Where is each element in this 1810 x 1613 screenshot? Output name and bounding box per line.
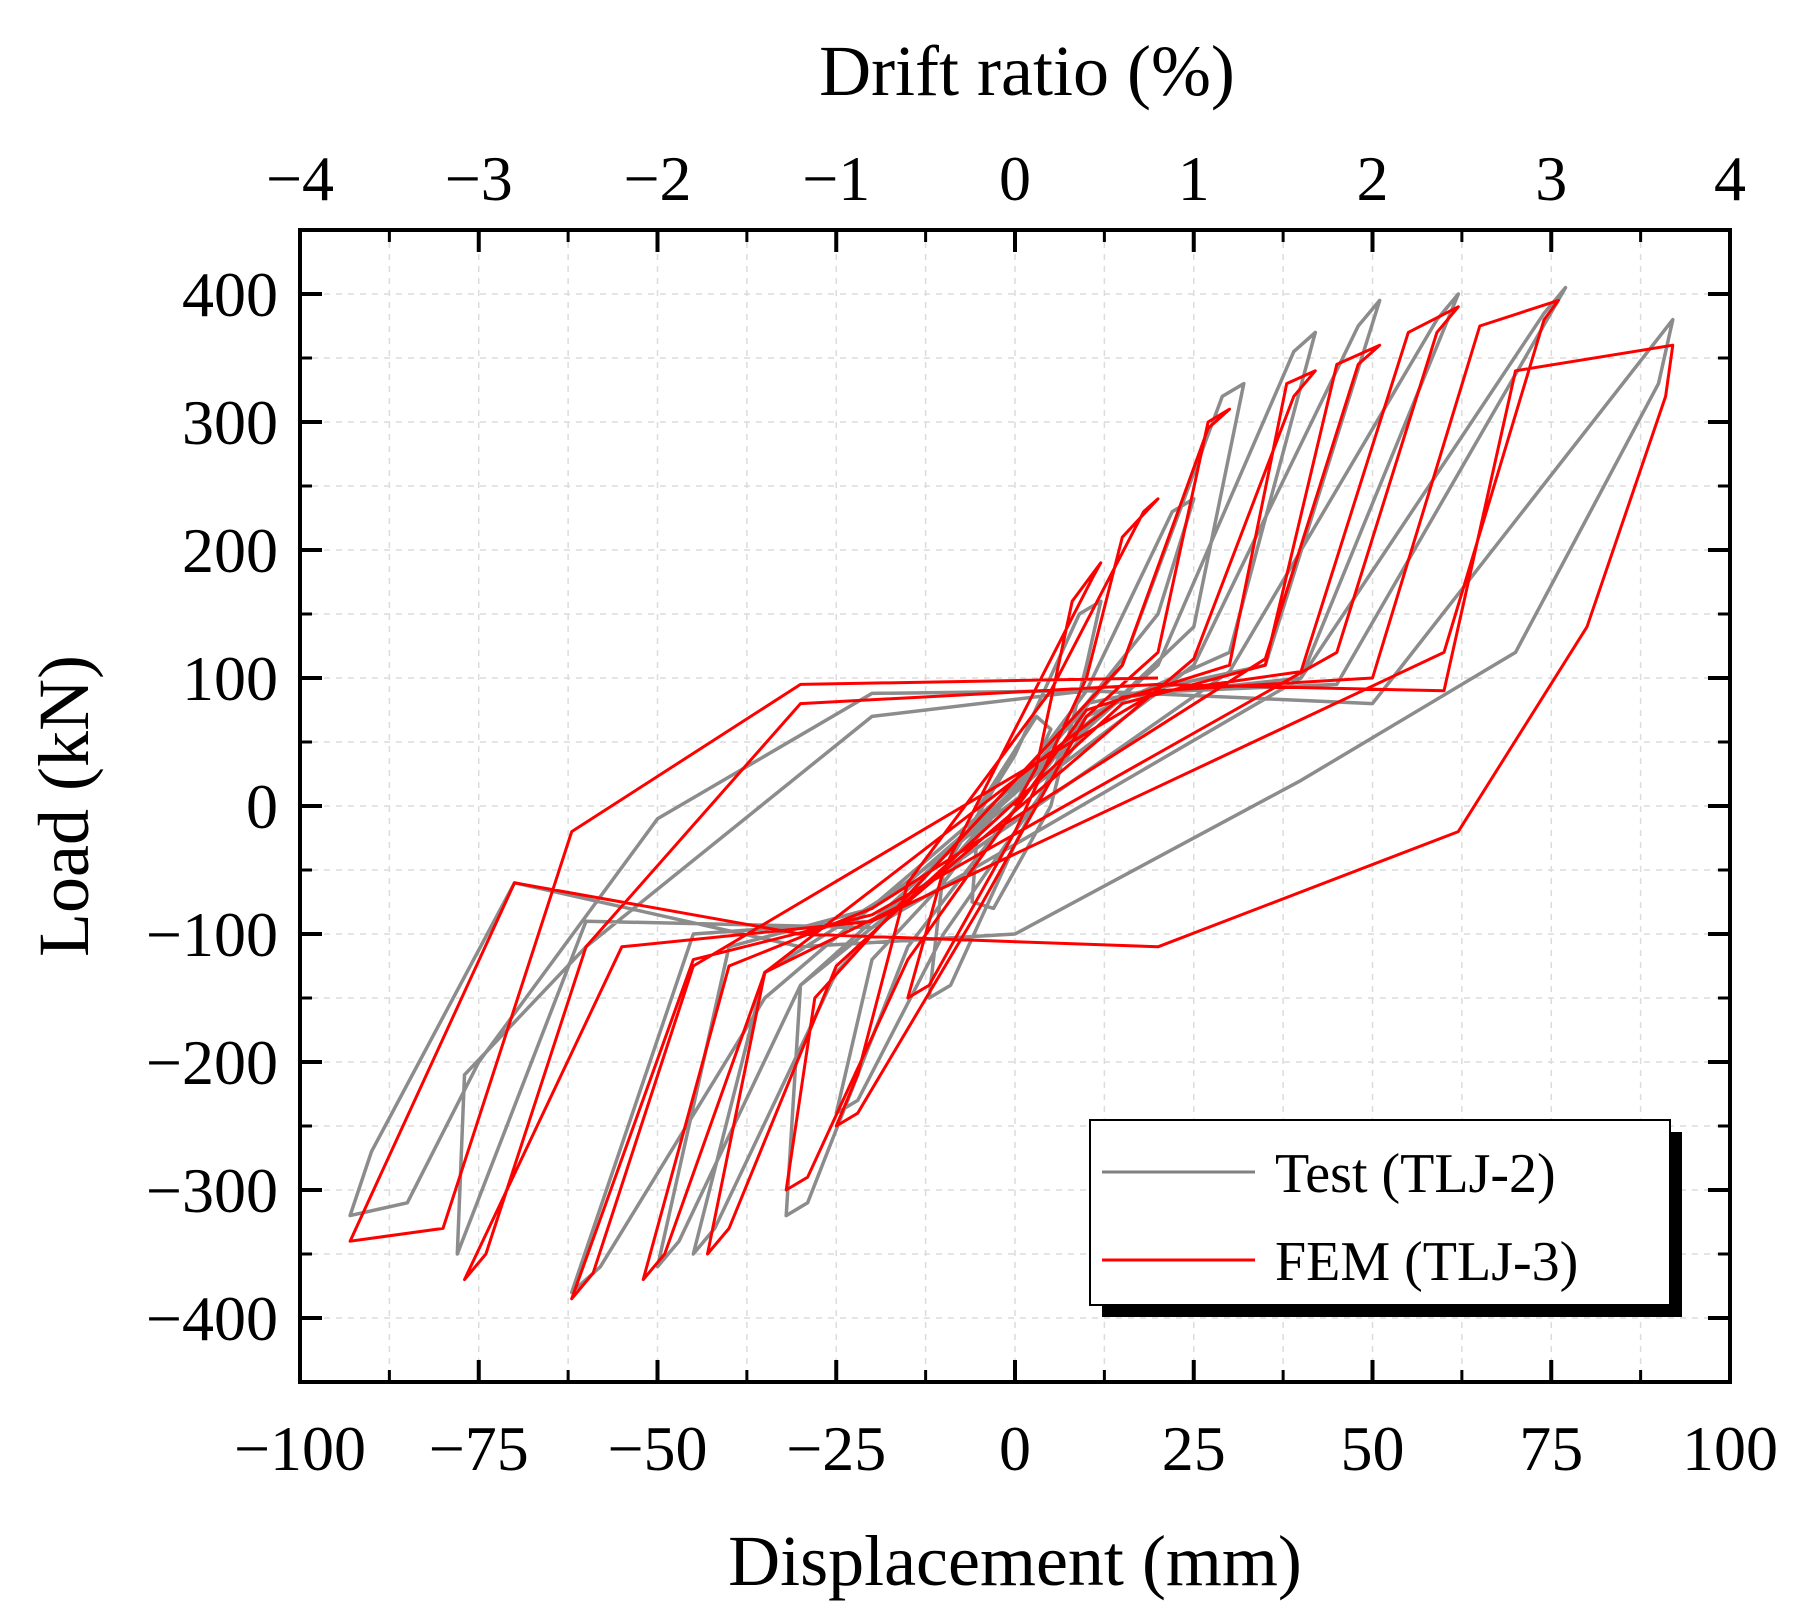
y-tick-label: 0 [246,771,278,842]
x2-tick-label: 1 [1178,143,1210,214]
x2-tick-label: 3 [1535,143,1567,214]
x-tick-label: −25 [786,1413,886,1484]
x-tick-label: −50 [607,1413,707,1484]
legend: Test (TLJ-2) FEM (TLJ-3) [1089,1119,1682,1317]
y-tick-label: −300 [146,1155,278,1226]
x2-tick-label: −4 [266,143,334,214]
x2-tick-label: −1 [802,143,870,214]
axis-ticks [298,228,1732,1384]
y-tick-label: 200 [182,515,278,586]
x-tick-label: −100 [234,1413,366,1484]
x-tick-label: 100 [1682,1413,1778,1484]
y-tick-label: −200 [146,1027,278,1098]
y-tick-label: 100 [182,643,278,714]
x2-tick-label: −3 [445,143,513,214]
x2-tick-label: 2 [1357,143,1389,214]
x2-tick-label: 4 [1714,143,1746,214]
series-line-fem [348,298,1675,1301]
legend-box [1089,1119,1671,1306]
x2-tick-label: −2 [623,143,691,214]
x-tick-label: −75 [429,1413,529,1484]
x-tick-label: 0 [999,1413,1031,1484]
y-tick-label: 400 [182,259,278,330]
legend-label-test: Test (TLJ-2) [1275,1143,1556,1205]
y-tick-label: −400 [146,1283,278,1354]
top-axis-title: Drift ratio (%) [819,31,1235,111]
x2-tick-label: 0 [999,143,1031,214]
tick-labels: −100 −75 −50 −25 0 25 50 75 100 −4 −3 −2 −1 0 1 2 3 4 −400… [146,143,1778,1484]
x-tick-label: 25 [1162,1413,1226,1484]
x-tick-label: 75 [1519,1413,1583,1484]
y-axis-title: Load (kN) [24,655,104,957]
legend-label-fem: FEM (TLJ-3) [1275,1231,1578,1293]
y-tick-label: 300 [182,387,278,458]
x-axis-title: Displacement (mm) [728,1521,1302,1601]
x-tick-label: 50 [1341,1413,1405,1484]
data-series [348,285,1675,1301]
y-tick-label: −100 [146,899,278,970]
